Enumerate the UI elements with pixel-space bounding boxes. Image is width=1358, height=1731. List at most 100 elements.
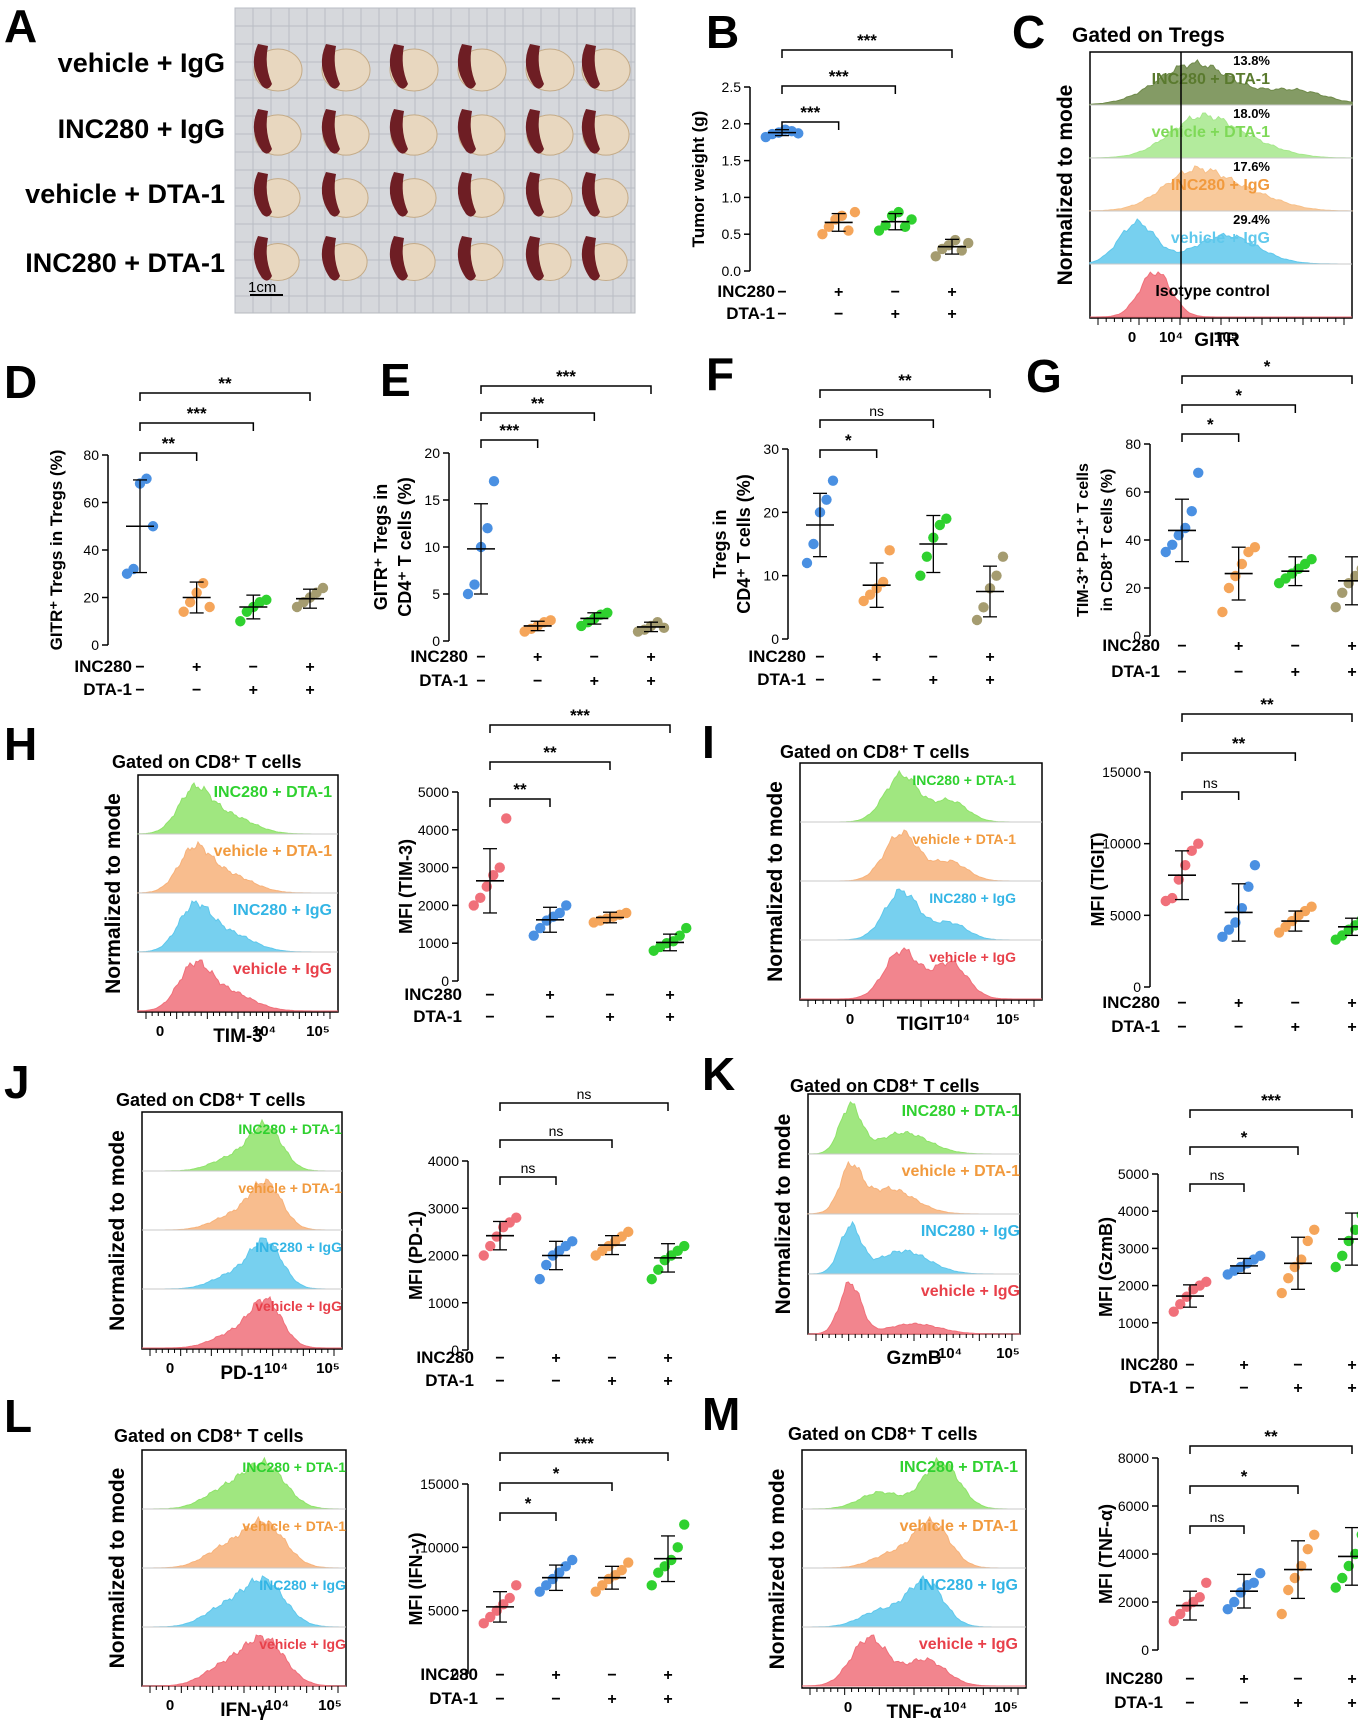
track-label: vehicle + IgG [921,1283,1020,1300]
data-point [1175,1299,1186,1310]
x-axis-label: PD-1 [220,1363,264,1384]
significance-label: ** [898,371,912,390]
significance-bracket [819,389,991,398]
histogram-trace [800,947,1042,1000]
y-axis-label: Normalized to mode [106,1130,129,1331]
x-axis-label: TIM-3 [213,1026,263,1047]
inc280-sign: − [1293,1671,1302,1688]
tick-label: 10⁵ [996,1011,1020,1028]
dta1-sign: − [485,1009,494,1026]
inc280-sign: + [551,1667,560,1684]
tick-label: 0 [156,1023,164,1040]
inc280-sign: + [545,987,554,1004]
histogram-panel-m: M Gated on CD8⁺ T cells INC280 + DTA-1 vehi… [702,1388,1027,1723]
histogram-panel-l: L Gated on CD8⁺ T cells INC280 + DTA-1 vehi… [4,1390,347,1721]
scatter-panels: B 0.0 0.5 1.0 1.5 2.0 2.5 Tumor weight (g) − − + − −… [4,6,1358,1712]
panel-letter-e: E [380,354,411,406]
y-tick-label: 30 [763,441,779,457]
histogram-trace [1089,59,1353,106]
data-point [1309,1224,1320,1236]
y-axis-label: TIM-3⁺ PD-1⁺ T cells [1075,463,1092,617]
y-axis-label: Normalized to mode [766,1469,789,1670]
data-point [541,1259,552,1271]
significance-bracket [139,422,255,431]
inc280-sign: + [1347,1357,1356,1374]
significance-bracket [139,452,198,461]
data-point [991,570,1002,581]
inc280-sign: − [815,649,824,666]
significance-bracket [139,392,311,401]
significance-bracket [781,85,897,94]
row-label-dta1: DTA-1 [1129,1378,1178,1397]
y-axis-label: MFI (TNF-α) [1096,1504,1116,1604]
dta1-sign: − [815,672,824,689]
data-point [545,615,556,626]
data-point [864,589,876,600]
data-point [1276,1608,1287,1620]
dta1-sign: + [607,1691,616,1708]
significance-label: *** [556,367,576,386]
tick-label: 10⁵ [1214,329,1238,346]
y-tick-label: 2.0 [722,116,742,132]
data-point [921,551,933,562]
dta1-sign: − [476,673,485,690]
track-label: INC280 + IgG [929,890,1016,906]
inc280-sign: + [1234,995,1243,1012]
histogram-trace [142,1634,346,1687]
track-label: INC280 + IgG [259,1577,346,1593]
data-point [204,601,215,613]
dot-plot-hs: 0 1000 2000 3000 4000 5000 MFI (TIM-3) − − + − − + + +… [396,706,692,1026]
data-point [1193,467,1204,478]
data-point [1229,1596,1240,1608]
inc280-sign: − [891,284,900,301]
significance-bracket [819,449,878,458]
y-tick-label: 0 [451,1342,459,1358]
histogram-panels: C Gated on Tregs INC280 + DTA-1 13.8% vehicl… [4,6,1353,1723]
dta1-sign: + [605,1009,614,1026]
tick-label: 10⁵ [306,1023,330,1040]
histogram-trace [802,1456,1026,1510]
inc280-sign: + [551,1350,560,1367]
y-tick-label: 2000 [1118,1594,1149,1610]
dta1-sign: + [1347,1695,1356,1712]
inc280-sign: − [1177,995,1186,1012]
data-point [590,1586,601,1597]
significance-label: ns [1203,775,1218,791]
dot-plot-ls: 0 5000 10000 15000 MFI (IFN-γ) − − + − − + + + INC280… [406,1434,690,1708]
panel-letter-d: D [4,356,37,408]
tick-label: 10⁵ [318,1697,342,1714]
significance-label: * [553,1464,560,1483]
inc280-sign: − [249,659,258,676]
y-tick-label: 1.5 [722,153,742,169]
y-tick-label: 80 [83,447,99,463]
track-label: INC280 + DTA-1 [238,1121,342,1137]
data-point [1194,1592,1205,1603]
dta1-sign: + [1293,1380,1302,1397]
significance-label: ns [577,1086,592,1102]
data-point [511,1212,522,1223]
dta1-sign: + [607,1373,616,1390]
data-point [1330,1582,1341,1593]
histogram-trace [142,1296,342,1349]
row-label-inc280: INC280 [416,1348,474,1367]
data-point [478,1618,489,1629]
dta1-sign: − [1234,664,1243,681]
y-tick-label: 60 [1125,484,1141,500]
track-label: INC280 + IgG [1171,177,1270,194]
y-tick-label: 0 [1133,979,1141,995]
significance-label: *** [570,706,590,725]
significance-bracket [489,798,551,807]
inc280-sign: + [192,659,201,676]
spleen [457,44,476,89]
y-tick-label: 5000 [1110,907,1141,923]
significance-label: ** [162,434,176,453]
dta1-sign: + [305,682,314,699]
gate-percent: 29.4% [1233,212,1270,227]
track-label: INC280 + DTA-1 [900,1459,1019,1476]
tick-label: 10⁴ [252,1023,276,1040]
data-point [653,1567,664,1578]
data-point [1302,1544,1313,1555]
y-tick-label: 1000 [1118,1315,1149,1331]
data-point [528,930,539,941]
row-label-inc280: INC280 [420,1665,478,1684]
